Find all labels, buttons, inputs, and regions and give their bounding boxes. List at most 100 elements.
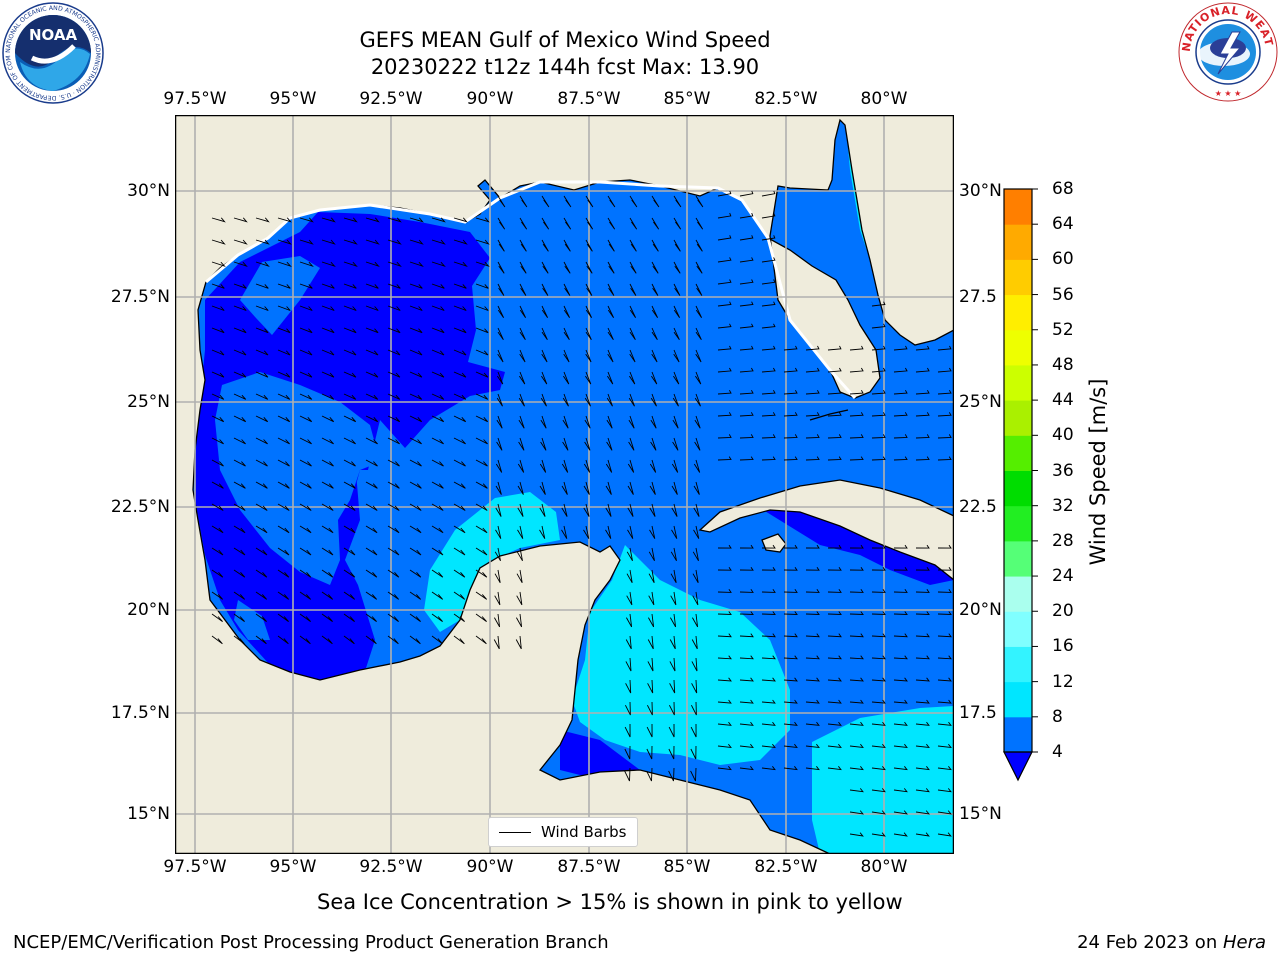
wind-barb bbox=[233, 591, 246, 600]
lat-tick-right: 22.5 bbox=[959, 497, 997, 517]
wind-barb bbox=[299, 327, 313, 334]
wind-barb bbox=[475, 327, 489, 334]
wind-barb bbox=[937, 677, 952, 682]
wind-barb bbox=[627, 525, 634, 539]
wind-barb bbox=[673, 305, 681, 318]
wind-barb bbox=[365, 415, 379, 423]
wind-barb bbox=[893, 810, 908, 815]
wind-barb bbox=[475, 459, 488, 467]
wind-barb bbox=[673, 327, 680, 341]
wind-barb bbox=[649, 481, 656, 495]
wind-barb bbox=[343, 415, 357, 423]
cyan-region-caribbean-south bbox=[812, 706, 954, 854]
wind-barb bbox=[409, 415, 423, 423]
wind-barb bbox=[624, 701, 631, 716]
wind-barb bbox=[673, 261, 681, 274]
land-florida-keys bbox=[809, 409, 849, 421]
wind-barb bbox=[299, 635, 311, 645]
wind-barb bbox=[761, 566, 776, 571]
wind-barb bbox=[805, 743, 820, 748]
wind-barb bbox=[739, 212, 754, 219]
wind-barb bbox=[585, 239, 593, 252]
wind-barb bbox=[277, 437, 290, 445]
wind-barb bbox=[669, 679, 676, 694]
wind-barb bbox=[255, 459, 268, 467]
wind-barb bbox=[517, 481, 524, 495]
wind-barb bbox=[585, 283, 593, 296]
wind-barb bbox=[937, 412, 952, 417]
wind-barb bbox=[277, 591, 290, 600]
wind-barb bbox=[431, 371, 445, 378]
wind-barb bbox=[670, 591, 677, 606]
wind-barb bbox=[893, 589, 908, 593]
wind-barb bbox=[365, 305, 379, 311]
wind-barb bbox=[871, 766, 886, 771]
wind-barb bbox=[583, 481, 590, 495]
wind-barb bbox=[893, 412, 908, 417]
wind-barb bbox=[739, 611, 754, 615]
wind-barb bbox=[805, 544, 820, 549]
wind-barb bbox=[517, 459, 525, 473]
wind-barb bbox=[805, 721, 820, 726]
wind-barb bbox=[605, 481, 612, 495]
wind-barb bbox=[605, 525, 612, 539]
wind-barb bbox=[717, 389, 732, 395]
lon-tick-top: 87.5°W bbox=[557, 89, 621, 109]
legend-label: Wind Barbs bbox=[541, 823, 627, 841]
wind-barb bbox=[211, 305, 225, 311]
wind-barb bbox=[739, 323, 754, 329]
wind-barb bbox=[805, 677, 820, 682]
wind-barb bbox=[519, 239, 527, 252]
wind-barb bbox=[497, 261, 505, 274]
wind-barb bbox=[937, 434, 952, 439]
wind-barb bbox=[387, 327, 401, 334]
wind-barb bbox=[516, 569, 523, 584]
wind-barb bbox=[321, 217, 336, 223]
wind-barb bbox=[627, 503, 634, 517]
wind-barb bbox=[497, 305, 505, 318]
wind-barb bbox=[211, 613, 223, 622]
wind-barb bbox=[783, 456, 798, 461]
wind-barb bbox=[692, 613, 699, 628]
wind-barb bbox=[761, 389, 776, 395]
land-cuba bbox=[698, 479, 954, 581]
wind-barb bbox=[915, 456, 930, 461]
wind-barb bbox=[805, 434, 820, 439]
wind-barb bbox=[827, 721, 842, 726]
wind-barb bbox=[409, 635, 421, 645]
wind-barb bbox=[693, 503, 700, 517]
wind-barb bbox=[717, 699, 732, 704]
wind-barb bbox=[695, 371, 702, 385]
wind-barb bbox=[343, 371, 357, 378]
colorbar-band bbox=[1004, 611, 1032, 647]
wind-barb bbox=[783, 611, 798, 615]
wind-barb bbox=[519, 283, 527, 296]
wind-barb bbox=[673, 217, 682, 230]
wind-barb bbox=[805, 412, 820, 417]
wind-barb bbox=[255, 569, 268, 578]
wind-barb bbox=[915, 677, 930, 682]
chart-subtitle: 20230222 t12z 144h fcst Max: 13.90 bbox=[370, 55, 760, 79]
wind-barb bbox=[409, 239, 424, 245]
wind-barb bbox=[475, 503, 488, 511]
wind-barb bbox=[871, 677, 886, 682]
wind-barb bbox=[606, 393, 613, 407]
wind-barb bbox=[893, 832, 908, 837]
wind-barb bbox=[625, 679, 632, 694]
wind-barb bbox=[849, 589, 864, 593]
wind-barb bbox=[299, 547, 312, 556]
wind-barb bbox=[783, 677, 798, 682]
wind-barb bbox=[717, 434, 732, 439]
wind-barb bbox=[343, 459, 356, 467]
wind-barb bbox=[739, 766, 754, 771]
wind-barb bbox=[893, 367, 908, 373]
lat-tick-left: 20°N bbox=[127, 600, 170, 620]
wind-barb bbox=[585, 261, 593, 274]
wind-barb bbox=[937, 766, 952, 771]
wind-barb bbox=[692, 547, 699, 562]
wind-barb bbox=[321, 525, 334, 534]
wind-barb bbox=[871, 434, 886, 439]
wind-barb bbox=[497, 239, 505, 252]
colorbar-band bbox=[1004, 329, 1032, 366]
wind-barb bbox=[365, 239, 380, 245]
